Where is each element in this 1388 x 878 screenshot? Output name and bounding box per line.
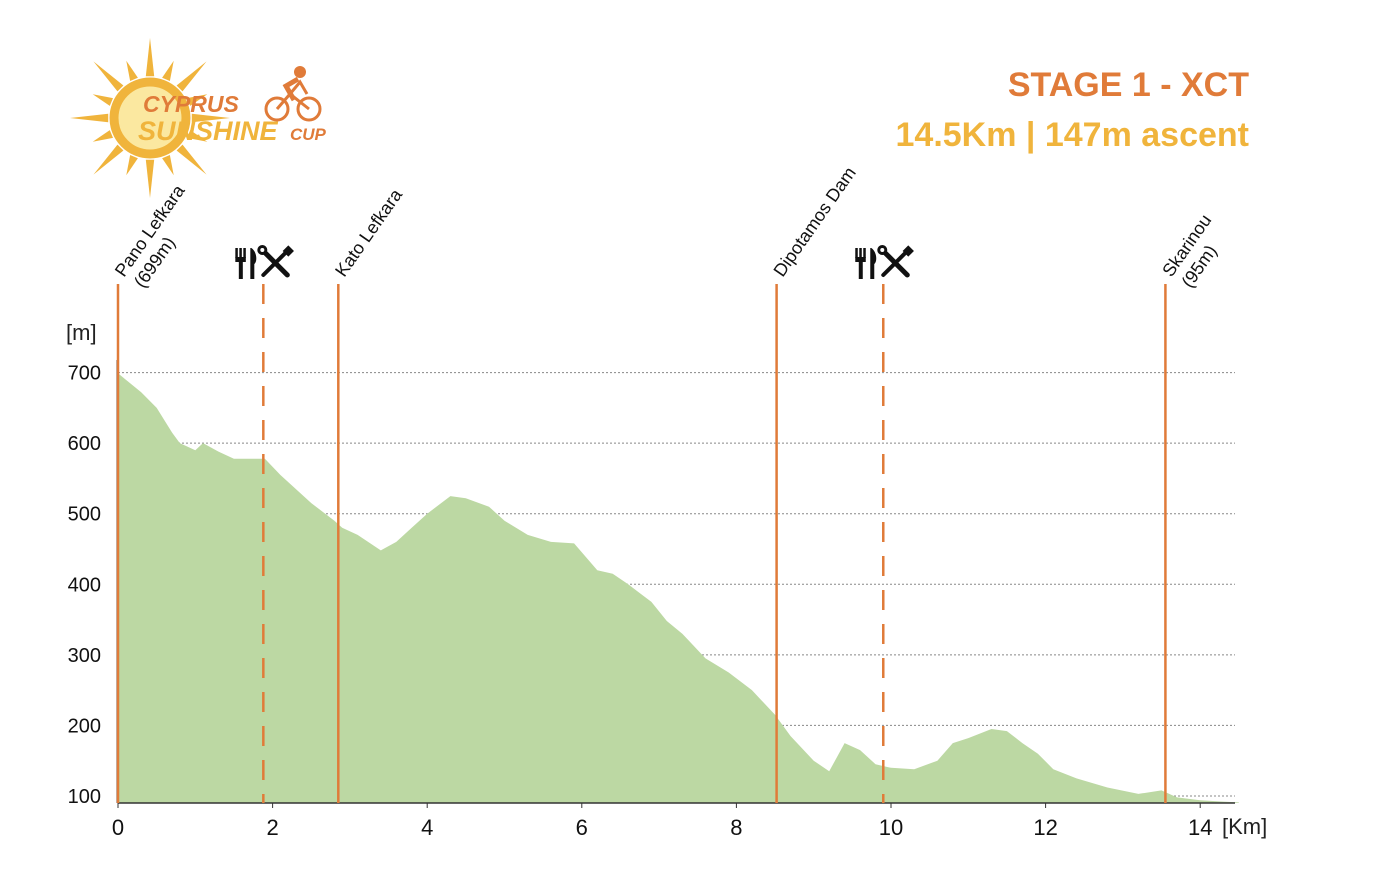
- feed-zone-icon: [855, 245, 914, 279]
- sun-ray: [126, 155, 138, 176]
- stage-title: STAGE 1 - XCT: [1008, 66, 1249, 104]
- sun-ray: [176, 61, 207, 92]
- x-tick-label: 6: [576, 815, 588, 840]
- fork-icon-tine: [855, 248, 858, 258]
- fork-icon-tine: [239, 248, 242, 258]
- sun-ray: [187, 130, 208, 142]
- tools-icon: [877, 245, 914, 278]
- marker-label: Skarinou(95m): [1158, 211, 1221, 292]
- fork-icon-handle: [858, 261, 863, 279]
- x-tick-label: 12: [1033, 815, 1057, 840]
- y-tick-label: 200: [68, 715, 101, 737]
- cyprus-sunshine-cup-logo: CYPRUS SUNSHINE CUP: [70, 38, 327, 198]
- x-tick-label: 0: [112, 815, 124, 840]
- sun-ray: [162, 60, 174, 81]
- cyclist-icon: [264, 66, 322, 122]
- sun-ray: [145, 159, 155, 198]
- sun-ray: [145, 38, 155, 77]
- marker-label: Kato Lefkara: [331, 184, 406, 280]
- wrench-head-hole: [880, 248, 885, 252]
- sun-ray: [187, 94, 208, 106]
- y-tick-label: 300: [68, 645, 101, 667]
- sun-ray: [191, 113, 230, 123]
- sun-ray: [162, 155, 174, 176]
- y-tick-label: 100: [68, 786, 101, 808]
- x-tick-label: 2: [266, 815, 278, 840]
- fork-icon-handle: [238, 261, 243, 279]
- fork-icon-tine: [863, 248, 866, 258]
- fork-icon-neck: [235, 257, 246, 262]
- sun-ray: [93, 144, 124, 175]
- y-tick-label: 700: [68, 363, 101, 385]
- sun-ray: [92, 94, 113, 106]
- y-tick-label: 600: [68, 433, 101, 455]
- fork-icon-tine: [235, 248, 238, 258]
- screwdriver-shaft: [261, 249, 290, 277]
- logo-text-line1: CYPRUS: [143, 91, 240, 117]
- marker-label: Pano Lefkara(699m): [111, 180, 189, 291]
- fork-icon-tine: [859, 248, 862, 258]
- elevation-area: [118, 373, 1239, 803]
- wrench-head-hole: [260, 248, 265, 252]
- logo-text-line3: CUP: [290, 125, 327, 144]
- y-tick-label: 500: [68, 504, 101, 526]
- y-tick-label: 400: [68, 574, 101, 596]
- logo-text-line2: SUNSHINE: [138, 116, 279, 146]
- marker-label: Dipotamos Dam: [769, 163, 859, 280]
- sun-ray: [176, 144, 207, 175]
- sun-icon: [70, 38, 230, 198]
- marker-label-name: Kato Lefkara: [331, 184, 406, 280]
- x-tick-label: 10: [879, 815, 903, 840]
- tools-icon: [257, 245, 294, 278]
- fork-icon-neck: [855, 257, 866, 262]
- x-tick-label: 8: [730, 815, 742, 840]
- marker-label-name: Dipotamos Dam: [769, 163, 859, 280]
- knife-icon: [870, 248, 877, 279]
- x-axis-unit-label: [Km]: [1222, 814, 1267, 839]
- y-axis-unit-label: [m]: [66, 320, 97, 345]
- feed-zone-icon: [235, 245, 294, 279]
- screwdriver-shaft: [881, 249, 910, 277]
- fork-icon-tine: [243, 248, 246, 258]
- sun-ray: [126, 60, 138, 81]
- x-tick-label: 4: [421, 815, 433, 840]
- tick-labels: 0 2 4 6 8 10 12 14 100 200 300 400 500 600 700: [68, 363, 1213, 840]
- sun-ray: [92, 130, 113, 142]
- sun-ray: [93, 61, 124, 92]
- sun-ray: [70, 113, 109, 123]
- stage-subtitle: 14.5Km | 147m ascent: [896, 116, 1250, 154]
- knife-icon: [250, 248, 257, 279]
- x-tick-label: 14: [1188, 815, 1212, 840]
